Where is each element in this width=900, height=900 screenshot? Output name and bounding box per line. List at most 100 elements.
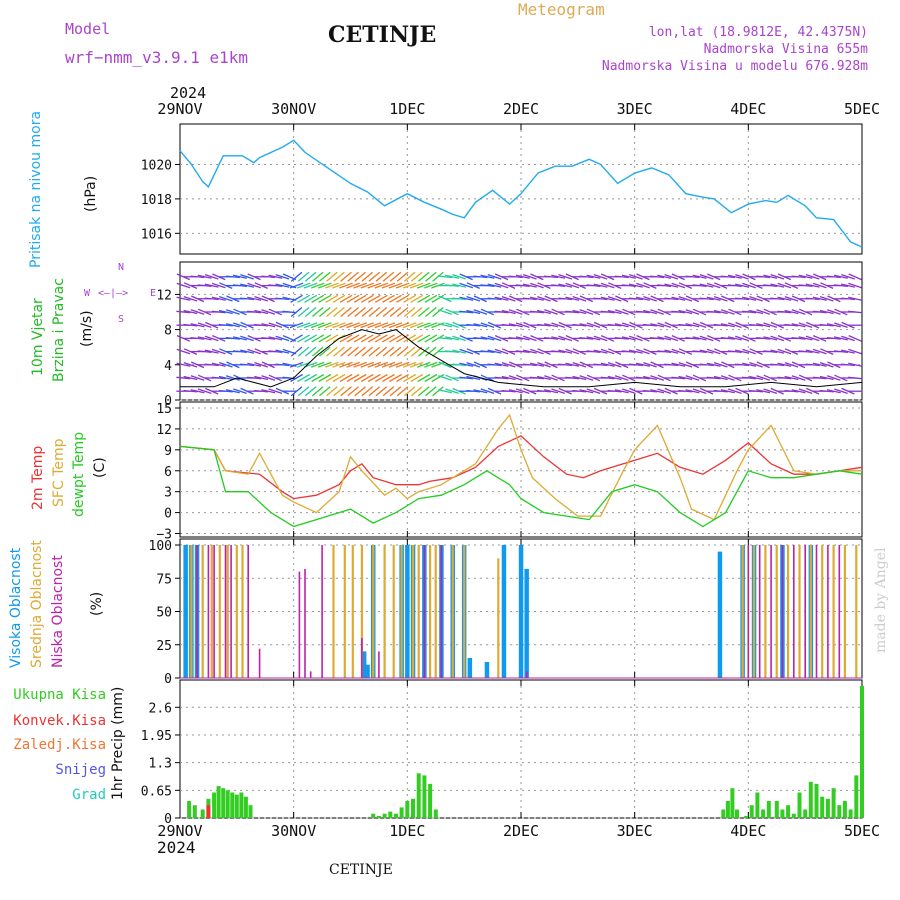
wind-barb [190,323,205,328]
wind-barb [339,282,353,289]
wind-barb [254,282,268,289]
wind-barb [361,271,374,282]
x-tick-label-top: 5DEC [844,100,880,118]
wind-barb [360,322,375,329]
wind-barb [749,323,764,327]
wind-barb [692,350,707,353]
wind-barb [360,361,375,368]
cloud-bar [752,545,756,678]
footer-station: CETINJE [329,862,393,878]
wind-barb [361,307,374,317]
wind-barb [494,376,509,380]
wind-barb [389,386,402,397]
wind-label-1: 10m Vjetar [30,298,46,376]
wind-barb [699,387,714,395]
wind-barb [784,323,799,327]
wind-barb [622,308,636,316]
wind-barb [487,273,502,280]
wind-barb [318,334,332,343]
wind-barb [819,375,834,381]
wind-barb [219,348,233,355]
wind-barb [346,282,360,289]
wind-barb [425,386,437,397]
wind-barb [727,284,742,287]
wind-barb [395,361,410,368]
wind-barb [275,363,290,367]
wind-barb [247,335,261,342]
precip-bar [761,809,766,818]
wind-barb [353,334,367,343]
wind-barb [382,373,395,383]
wind-barb [473,337,488,340]
wind-barb [396,294,409,303]
wind-barb [304,373,318,383]
wind-barb [388,282,403,289]
wind-barb [685,361,700,369]
x-tick-label-bottom: 3DEC [617,822,653,840]
wind-barb [494,282,509,289]
wind-barb [600,376,615,380]
wind-barb [261,295,275,303]
wind-barb [600,335,615,342]
wind-barb [565,310,580,314]
wind-barb [382,271,395,282]
wind-barb [812,362,827,367]
precip-bar [428,783,433,818]
wind-barb [425,346,437,357]
wind-barb [657,388,672,395]
wind-barb [438,375,452,381]
wind-barb [643,389,658,393]
cloud-bar [332,545,335,678]
wind-barb [325,282,339,289]
wind-barb [218,375,233,381]
wind-barb [579,309,594,315]
cloud-bar [201,545,204,678]
cloud-label-mid: Srednja Oblacnost [29,540,45,668]
wind-barb [749,375,764,381]
wind-barb [522,297,537,301]
wind-barb [452,335,467,342]
wind-barb [692,322,707,329]
wind-barb [297,294,311,303]
wind-barb [678,389,693,393]
wind-barb [176,282,191,289]
wind-barb [374,282,389,289]
wind-barb [317,322,332,329]
wind-barb [812,348,827,355]
wind-barb [706,362,721,367]
wind-barb [452,321,466,329]
wind-barb [494,362,509,367]
wind-barb [487,335,502,342]
cloud-bar [196,545,198,678]
precip-bar [814,783,819,818]
wind-barb [275,349,290,354]
wind-barb [586,322,601,329]
wind-barb [749,282,763,289]
precip-bar [797,792,802,818]
year-top: 2024 [170,84,207,102]
precip-bar [860,686,864,818]
wind-barb [565,376,580,380]
precip-bar [825,798,830,818]
wind-barb [544,375,558,381]
wind-barb [326,386,338,397]
wind-barb [848,348,862,355]
wind-barb [275,273,290,280]
wind-barb [318,346,331,357]
wind-barb [333,386,345,397]
wind-barb [770,321,784,329]
wind-barb [396,334,409,343]
wind-barb [622,374,636,382]
wind-barb [791,337,806,340]
wind-barb [841,321,855,329]
temp-unit: (C) [92,457,108,478]
wind-barb [290,294,303,303]
wind-barb [848,335,862,342]
cloud-bar [230,545,232,678]
wind-barb [501,375,516,381]
wind-barb [544,295,558,303]
wind-barb [572,348,586,355]
wind-barb [473,361,487,369]
compass-north: N [118,262,125,273]
wind-barb [699,335,714,342]
